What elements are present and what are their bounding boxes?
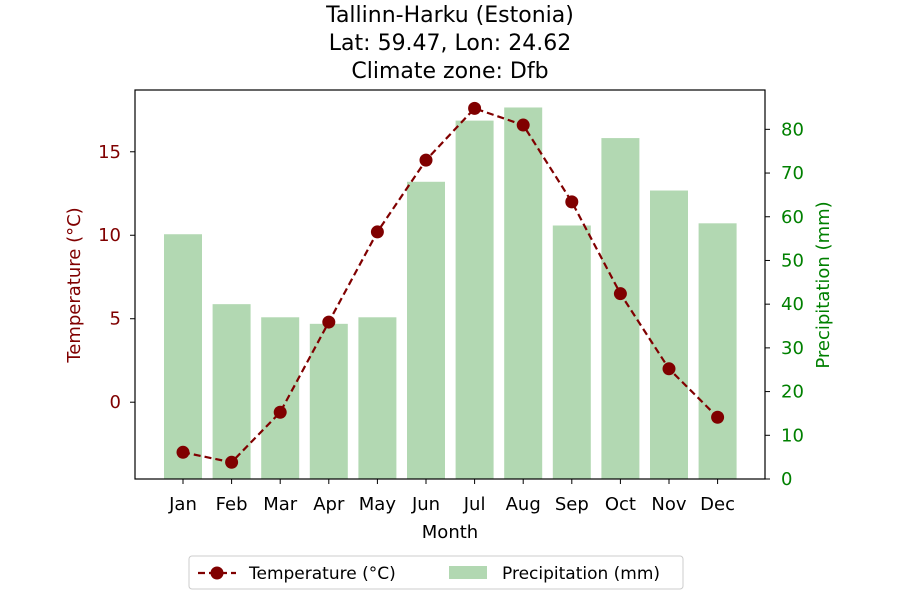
left-tick-label: 0: [110, 392, 121, 413]
right-axis-ticks: 0 10 20 30 40 50 60 70 80: [765, 119, 804, 490]
right-axis-label: Precipitation (mm): [813, 201, 834, 368]
temperature-point: [273, 405, 287, 419]
x-tick-label: Jan: [168, 494, 197, 515]
precipitation-bar: [407, 181, 445, 480]
legend-frame: [188, 555, 684, 590]
temperature-point: [419, 153, 433, 167]
title-line-2: Lat: 59.47, Lon: 24.62: [329, 31, 571, 56]
temperature-point: [468, 101, 482, 115]
temperature-point: [565, 195, 579, 209]
x-tick-label: Oct: [605, 494, 636, 515]
chart-title: Tallinn-Harku (Estonia) Lat: 59.47, Lon:…: [325, 3, 574, 84]
precipitation-bar: [601, 138, 640, 479]
x-tick-label: May: [359, 494, 397, 515]
left-tick-label: 5: [110, 309, 121, 330]
right-tick-label: 20: [781, 382, 804, 403]
legend-temperature-label: Temperature (°C): [248, 564, 396, 584]
temperature-line: [176, 101, 725, 469]
precipitation-bar: [212, 304, 251, 479]
temperature-point: [662, 362, 676, 376]
legend: Temperature (°C) Precipitation (mm): [188, 555, 684, 590]
x-tick-label: Nov: [651, 494, 686, 515]
x-tick-label: Apr: [313, 494, 345, 515]
x-tick-label: Dec: [700, 494, 735, 515]
x-tick-label: Feb: [216, 494, 248, 515]
precipitation-bar: [552, 225, 591, 479]
x-tick-label: Jun: [411, 494, 440, 515]
x-axis-label: Month: [422, 522, 478, 543]
temperature-point: [711, 410, 725, 424]
left-tick-label: 10: [98, 225, 121, 246]
temperature-point: [516, 118, 530, 132]
title-line-1: Tallinn-Harku (Estonia): [325, 3, 574, 28]
precipitation-bar: [358, 317, 397, 479]
right-tick-label: 40: [781, 294, 804, 315]
right-tick-label: 30: [781, 338, 804, 359]
x-tick-label: Jul: [463, 494, 486, 515]
right-tick-label: 80: [781, 119, 804, 140]
precipitation-bar: [261, 317, 300, 479]
temperature-point: [322, 315, 336, 329]
precipitation-bar: [650, 190, 688, 480]
legend-precipitation-swatch-icon: [449, 566, 487, 579]
right-tick-label: 70: [781, 163, 804, 184]
precipitation-bar: [164, 234, 202, 479]
precipitation-bars: [164, 107, 737, 480]
x-tick-label: Mar: [263, 494, 298, 515]
right-tick-label: 50: [781, 250, 804, 271]
title-line-3: Climate zone: Dfb: [351, 59, 548, 84]
precipitation-bar: [698, 223, 737, 479]
temperature-point: [613, 287, 627, 301]
left-axis-label: Temperature (°C): [64, 207, 85, 363]
legend-temperature-marker-icon: [210, 566, 224, 580]
temperature-point: [225, 455, 239, 469]
temperature-point: [176, 445, 190, 459]
left-tick-label: 15: [98, 142, 121, 163]
x-tick-label: Sep: [555, 494, 589, 515]
legend-precipitation-label: Precipitation (mm): [502, 564, 660, 584]
x-axis-ticks: Jan Feb Mar Apr May Jun Jul Aug Sep Oct Nov Dec: [168, 479, 735, 515]
right-tick-label: 10: [781, 425, 804, 446]
precipitation-bar: [309, 323, 348, 479]
x-tick-label: Aug: [506, 494, 541, 515]
plot-frame: [134, 89, 766, 480]
precipitation-bar: [504, 107, 543, 479]
right-tick-label: 60: [781, 207, 804, 228]
temperature-point: [370, 225, 384, 239]
temperature-series-line: [182, 107, 719, 464]
left-axis-ticks: 0 5 10 15: [98, 142, 135, 413]
precipitation-bar: [455, 120, 494, 479]
right-tick-label: 0: [781, 469, 792, 490]
